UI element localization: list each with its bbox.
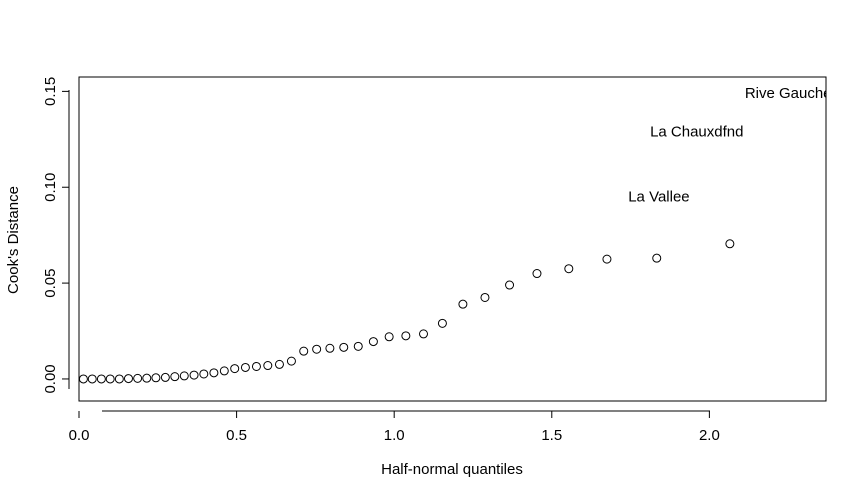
scatter-point	[652, 253, 662, 263]
scatter-point	[251, 361, 261, 371]
scatter-point	[384, 332, 394, 342]
x-tick-label: 1.5	[541, 427, 562, 444]
scatter-point	[725, 239, 735, 249]
scatter-point	[179, 371, 189, 381]
scatter-point	[142, 373, 152, 383]
x-tick-label: 0.0	[69, 427, 90, 444]
scatter-point	[419, 329, 429, 339]
y-tick-label: 0.10	[42, 173, 59, 202]
x-axis-ticks: 0.0 0.5 1.0 1.5 2.0	[69, 411, 720, 444]
scatter-point	[505, 280, 515, 290]
point-labels: La Vallee La Chauxdfnd Rive Gauche	[628, 85, 832, 206]
scatter-point	[96, 374, 106, 384]
scatter-point	[151, 373, 161, 383]
scatter-point	[105, 374, 115, 384]
data-points	[78, 239, 735, 384]
scatter-point	[480, 292, 490, 302]
scatter-point	[532, 269, 542, 279]
scatter-point	[286, 356, 296, 366]
point-label: Rive Gauche	[745, 85, 832, 102]
scatter-point	[189, 370, 199, 380]
scatter-point	[299, 346, 309, 356]
scatter-point	[368, 337, 378, 347]
point-label: La Vallee	[628, 189, 689, 206]
plot-area-frame	[78, 76, 827, 402]
scatter-point	[339, 342, 349, 352]
scatter-point	[312, 344, 322, 354]
scatter-point	[353, 341, 363, 351]
y-axis-title: Cook's Distance	[5, 186, 22, 294]
scatter-point	[209, 368, 219, 378]
y-tick-label: 0.00	[42, 364, 59, 393]
scatter-point	[230, 364, 240, 374]
x-tick-label: 2.0	[699, 427, 720, 444]
scatter-point	[219, 366, 229, 376]
scatter-point	[123, 374, 133, 384]
scatter-point	[87, 374, 97, 384]
scatter-point	[602, 254, 612, 264]
scatter-point	[437, 318, 447, 328]
scatter-point	[263, 361, 273, 371]
x-axis-title: Half-normal quantiles	[381, 461, 523, 478]
scatter-point	[114, 374, 124, 384]
scatter-point	[240, 362, 250, 372]
scatter-point	[160, 372, 170, 382]
scatter-point	[458, 299, 468, 309]
scatter-point	[274, 359, 284, 369]
y-axis-ticks: 0.00 0.05 0.10 0.15	[42, 77, 69, 394]
scatter-point	[325, 343, 335, 353]
scatter-point	[401, 331, 411, 341]
scatter-point	[170, 372, 180, 382]
y-tick-label: 0.15	[42, 77, 59, 106]
scatter-point	[564, 264, 574, 274]
scatter-point	[78, 374, 88, 384]
scatter-point	[133, 373, 143, 383]
x-tick-label: 1.0	[384, 427, 405, 444]
scatter-point	[199, 369, 209, 379]
x-tick-label: 0.5	[226, 427, 247, 444]
point-label: La Chauxdfnd	[650, 124, 743, 141]
y-tick-label: 0.05	[42, 268, 59, 297]
